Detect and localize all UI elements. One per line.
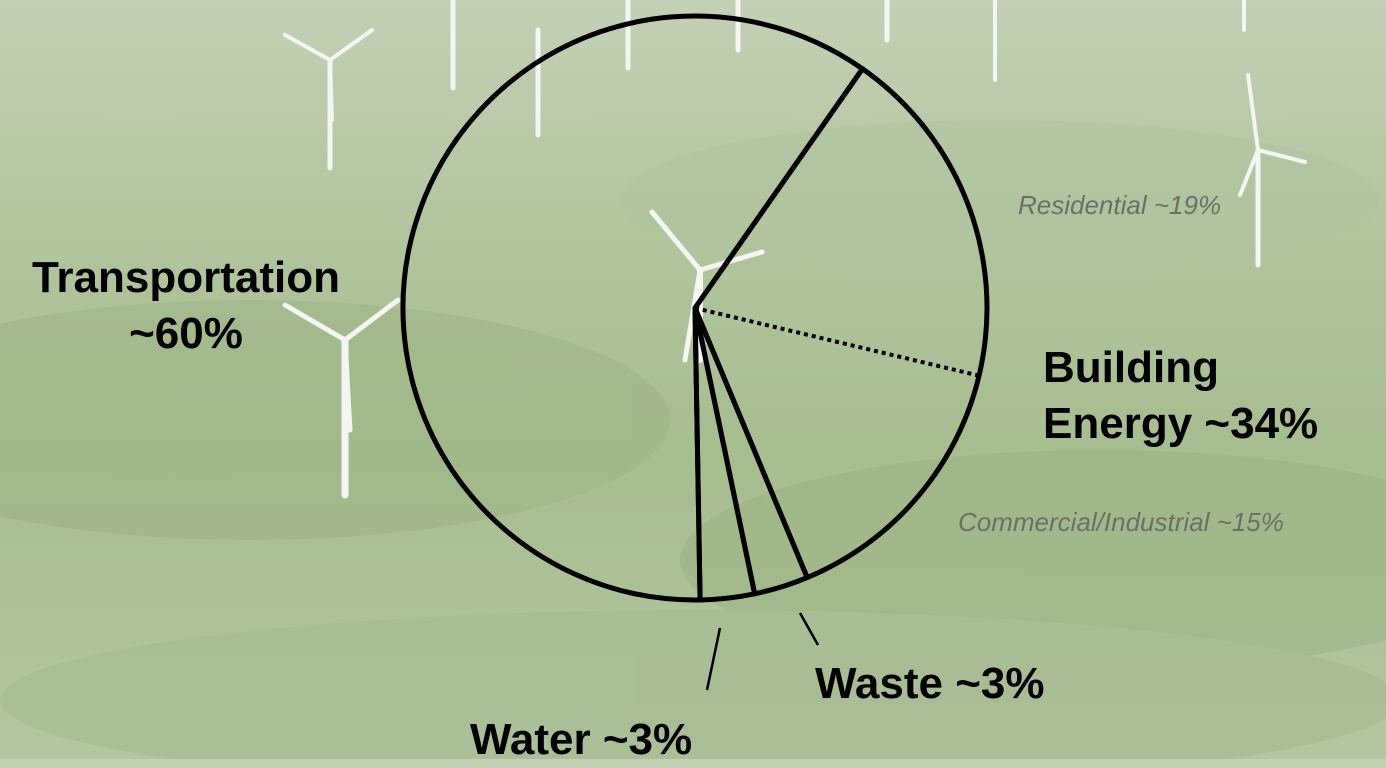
value-label: ~15% [1216, 507, 1284, 537]
waste-label: Waste ~3% [815, 656, 1045, 712]
building-label: Building Energy ~34% [1043, 340, 1363, 452]
category-label: Residential [1018, 190, 1147, 220]
value-label: ~34% [1204, 399, 1319, 448]
value-label: ~19% [1153, 190, 1222, 220]
transportation-label: Transportation ~60% [0, 250, 372, 362]
pie-slice [692, 66, 990, 581]
value-label: ~60% [129, 309, 243, 358]
category-label: Waste [815, 659, 943, 708]
value-label: ~3% [602, 715, 693, 764]
residential-label: Residential ~19% [1018, 190, 1221, 221]
category-label: Water [470, 715, 591, 764]
water-label: Water ~3% [470, 712, 692, 768]
commercial-label: Commercial/Industrial ~15% [958, 507, 1284, 538]
background-landscape [0, 120, 1386, 759]
value-label: ~3% [955, 659, 1045, 708]
category-label: Building Energy [1043, 343, 1219, 448]
category-label: Transportation [31, 253, 341, 302]
pie-slice [400, 13, 865, 603]
leader-lines [705, 612, 820, 691]
category-label: Commercial/Industrial [958, 507, 1210, 537]
sub-slice-divider [694, 306, 980, 378]
